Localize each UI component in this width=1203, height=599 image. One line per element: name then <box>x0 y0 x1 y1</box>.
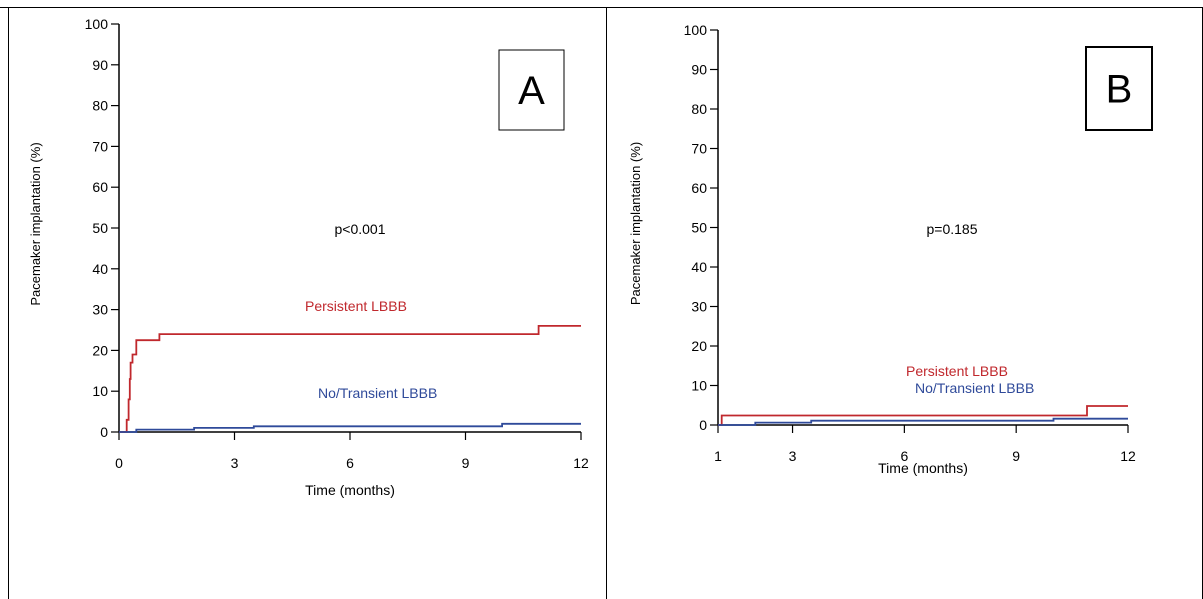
y-tick-label: 90 <box>691 62 707 78</box>
y-tick-label: 10 <box>691 378 707 394</box>
y-tick-label: 40 <box>92 261 108 277</box>
x-tick-label: 1 <box>714 448 722 464</box>
chart-panel-a: 0 10 20 30 40 50 60 70 80 90 100 0 3 6 9 12 Time (months… <box>28 16 589 498</box>
y-tick-label: 50 <box>691 220 707 236</box>
y-tick-label: 20 <box>691 338 707 354</box>
x-tick-label: 9 <box>1012 448 1020 464</box>
series-line-no-transient-lbbb <box>119 422 581 433</box>
chart-panel-b: 0 10 20 30 40 50 60 70 80 90 100 1 3 6 9 12 Time (months… <box>628 22 1153 476</box>
panel-label-box <box>1085 46 1153 131</box>
panel-label-box <box>498 49 565 131</box>
y-tick-label: 100 <box>684 22 708 38</box>
y-axis-label: Pacemaker implantation (%) <box>28 142 43 305</box>
y-tick-label: 50 <box>92 220 108 236</box>
y-tick-label: 60 <box>691 180 707 196</box>
y-tick-label: 20 <box>92 342 108 358</box>
x-tick-label: 9 <box>462 455 470 471</box>
series-label: No/Transient LBBB <box>915 380 1034 396</box>
y-tick-label: 90 <box>92 57 108 73</box>
p-value-annotation: p=0.185 <box>927 221 978 237</box>
y-tick-label: 70 <box>691 141 707 157</box>
series-label: Persistent LBBB <box>906 363 1008 379</box>
panel-label: B <box>1106 68 1133 112</box>
x-tick-label: 3 <box>231 455 239 471</box>
y-tick-label: 30 <box>691 299 707 315</box>
p-value-annotation: p<0.001 <box>335 221 386 237</box>
x-axis-label: Time (months) <box>878 460 968 476</box>
y-tick-label: 30 <box>92 302 108 318</box>
y-axis-label: Pacemaker implantation (%) <box>628 142 643 305</box>
x-tick-label: 12 <box>573 455 589 471</box>
y-tick-label: 0 <box>100 424 108 440</box>
panel-label: A <box>518 69 545 113</box>
x-tick-label: 3 <box>789 448 797 464</box>
series-label: Persistent LBBB <box>305 298 407 314</box>
x-tick-label: 6 <box>900 448 908 464</box>
y-tick-label: 100 <box>85 16 109 32</box>
y-tick-label: 0 <box>699 417 707 433</box>
y-tick-label: 10 <box>92 383 108 399</box>
y-tick-label: 80 <box>691 101 707 117</box>
x-tick-label: 6 <box>346 455 354 471</box>
series-line-no-transient-lbbb <box>718 417 1128 426</box>
x-axis-label: Time (months) <box>305 482 395 498</box>
y-tick-label: 80 <box>92 98 108 114</box>
x-tick-label: 0 <box>115 455 123 471</box>
series-label: No/Transient LBBB <box>318 385 437 401</box>
series-line-persistent-lbbb <box>119 324 581 433</box>
y-tick-label: 40 <box>691 259 707 275</box>
y-tick-label: 60 <box>92 179 108 195</box>
x-tick-label: 12 <box>1120 448 1136 464</box>
y-tick-label: 70 <box>92 138 108 154</box>
